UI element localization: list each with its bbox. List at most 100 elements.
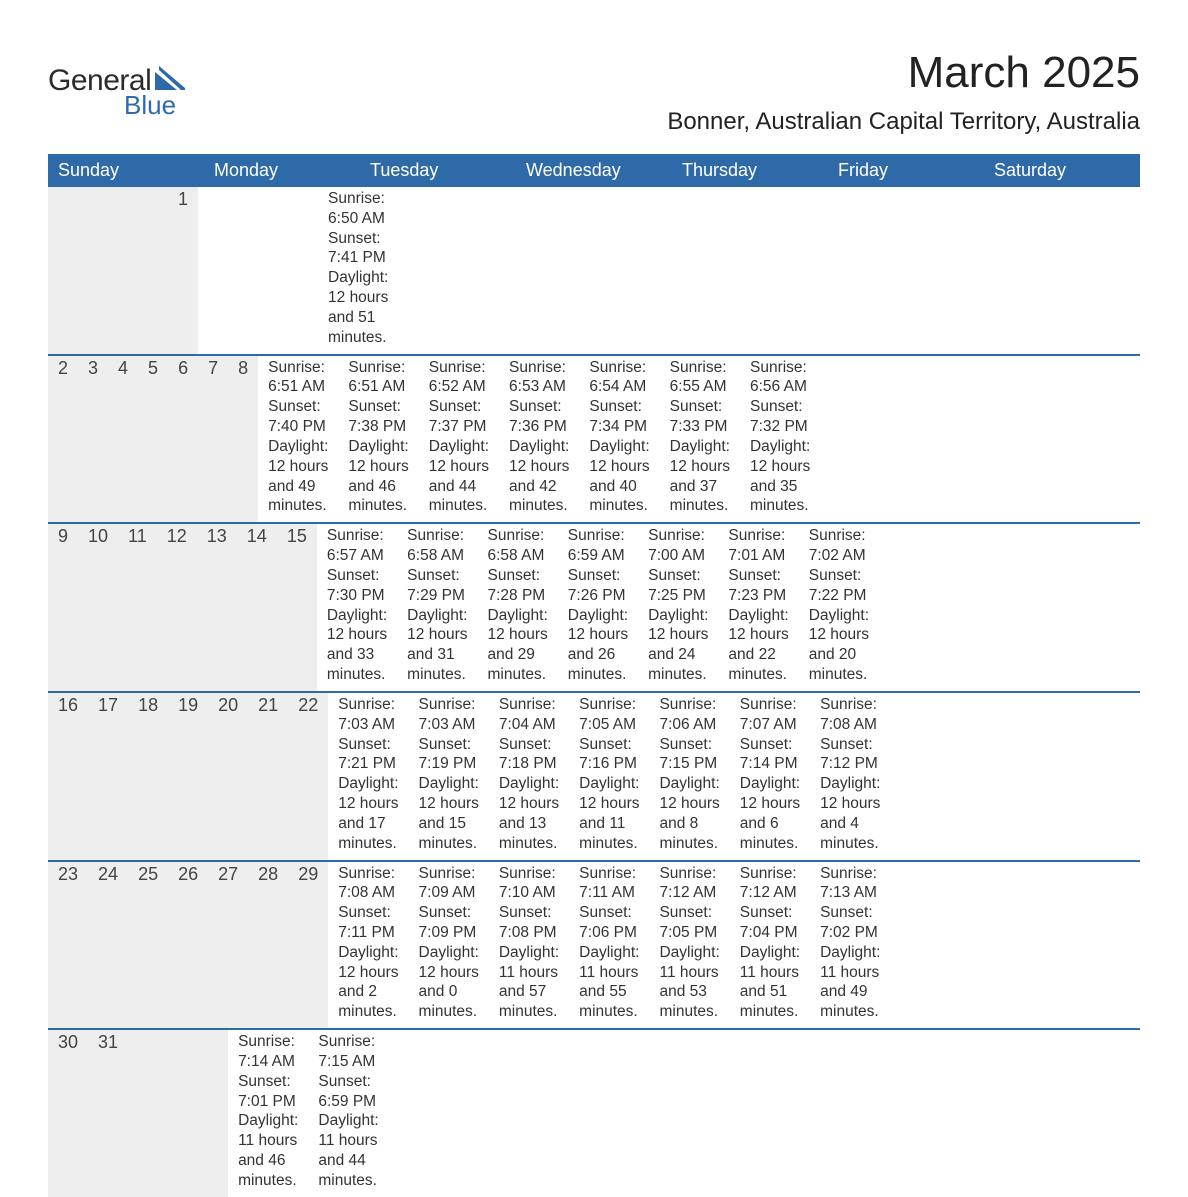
day-number [128, 187, 148, 354]
day-number: 1 [168, 187, 198, 354]
daylight-line: Daylight: 12 hours [338, 774, 398, 814]
daylight-line: and 6 minutes. [740, 814, 800, 854]
sunset-line: Sunset: 7:08 PM [499, 903, 559, 943]
daylight-line: and 42 minutes. [509, 477, 569, 517]
sunrise-line: Sunrise: 6:55 AM [670, 358, 730, 398]
day-number: 20 [208, 693, 248, 860]
day-detail: Sunrise: 6:52 AMSunset: 7:37 PMDaylight:… [419, 356, 499, 523]
day-number: 24 [88, 862, 128, 1029]
day-number: 4 [108, 356, 138, 523]
week-row: 9101112131415Sunrise: 6:57 AMSunset: 7:3… [48, 524, 1140, 693]
sunset-line: Sunset: 7:30 PM [327, 566, 387, 606]
week-row: 16171819202122Sunrise: 7:03 AMSunset: 7:… [48, 693, 1140, 862]
day-number [108, 187, 128, 354]
daylight-line: Daylight: 12 hours [579, 774, 639, 814]
daylight-line: Daylight: 12 hours [327, 606, 387, 646]
day-number: 10 [78, 524, 118, 691]
daylight-line: and 55 minutes. [579, 982, 639, 1022]
sunrise-line: Sunrise: 6:57 AM [327, 526, 387, 566]
logo-sail-icon [155, 66, 189, 90]
sunrise-line: Sunrise: 7:03 AM [338, 695, 398, 735]
daylight-line: Daylight: 12 hours [750, 437, 810, 477]
day-detail: Sunrise: 7:09 AMSunset: 7:09 PMDaylight:… [409, 862, 489, 1029]
sunset-line: Sunset: 7:29 PM [407, 566, 467, 606]
daylight-line: and 37 minutes. [670, 477, 730, 517]
sunset-line: Sunset: 7:15 PM [659, 735, 719, 775]
sunrise-line: Sunrise: 7:02 AM [809, 526, 869, 566]
daylight-line: Daylight: 11 hours [740, 943, 800, 983]
daylight-line: Daylight: 12 hours [268, 437, 328, 477]
daylight-line: Daylight: 12 hours [648, 606, 708, 646]
daylight-line: and 44 minutes. [429, 477, 489, 517]
day-detail: Sunrise: 7:00 AMSunset: 7:25 PMDaylight:… [638, 524, 718, 691]
daylight-line: Daylight: 11 hours [238, 1111, 298, 1151]
day-number [208, 1030, 228, 1197]
weekday-header-row: Sunday Monday Tuesday Wednesday Thursday… [48, 154, 1140, 187]
daylight-line: and 20 minutes. [809, 645, 869, 685]
sunset-line: Sunset: 7:16 PM [579, 735, 639, 775]
daylight-line: Daylight: 12 hours [589, 437, 649, 477]
sunset-line: Sunset: 7:14 PM [740, 735, 800, 775]
sunset-line: Sunset: 7:21 PM [338, 735, 398, 775]
daylight-line: and 17 minutes. [338, 814, 398, 854]
daylight-line: Daylight: 12 hours [740, 774, 800, 814]
day-detail [258, 187, 278, 354]
sunset-line: Sunset: 7:02 PM [820, 903, 880, 943]
weekday-header: Tuesday [360, 154, 516, 187]
day-detail: Sunrise: 6:51 AMSunset: 7:40 PMDaylight:… [258, 356, 338, 523]
sunset-line: Sunset: 7:41 PM [328, 229, 388, 269]
daylight-line: Daylight: 12 hours [568, 606, 628, 646]
sunrise-line: Sunrise: 7:15 AM [318, 1032, 378, 1072]
month-title: March 2025 [667, 48, 1140, 98]
day-detail: Sunrise: 7:01 AMSunset: 7:23 PMDaylight:… [718, 524, 798, 691]
day-number: 12 [157, 524, 197, 691]
weekday-header: Thursday [672, 154, 828, 187]
sunrise-line: Sunrise: 7:07 AM [740, 695, 800, 735]
detail-row: Sunrise: 7:14 AMSunset: 7:01 PMDaylight:… [228, 1030, 489, 1197]
day-number: 15 [277, 524, 317, 691]
day-number: 8 [228, 356, 258, 523]
day-number: 9 [48, 524, 78, 691]
day-detail: Sunrise: 7:12 AMSunset: 7:05 PMDaylight:… [649, 862, 729, 1029]
page-header: General Blue March 2025 Bonner, Australi… [48, 48, 1140, 136]
daylight-line: Daylight: 12 hours [419, 943, 479, 983]
sunset-line: Sunset: 7:06 PM [579, 903, 639, 943]
day-detail: Sunrise: 7:07 AMSunset: 7:14 PMDaylight:… [730, 693, 810, 860]
sunrise-line: Sunrise: 7:05 AM [579, 695, 639, 735]
sunrise-line: Sunrise: 6:58 AM [487, 526, 547, 566]
daylight-line: and 22 minutes. [728, 645, 788, 685]
day-detail: Sunrise: 7:02 AMSunset: 7:22 PMDaylight:… [799, 524, 879, 691]
sunrise-line: Sunrise: 7:08 AM [338, 864, 398, 904]
sunrise-line: Sunrise: 6:52 AM [429, 358, 489, 398]
day-number [168, 1030, 188, 1197]
detail-row: Sunrise: 7:03 AMSunset: 7:21 PMDaylight:… [328, 693, 890, 860]
sunset-line: Sunset: 7:34 PM [589, 397, 649, 437]
sunset-line: Sunset: 7:25 PM [648, 566, 708, 606]
daylight-line: and 46 minutes. [348, 477, 408, 517]
sunset-line: Sunset: 7:18 PM [499, 735, 559, 775]
day-detail: Sunrise: 7:14 AMSunset: 7:01 PMDaylight:… [228, 1030, 308, 1197]
sunrise-line: Sunrise: 7:13 AM [820, 864, 880, 904]
location-subtitle: Bonner, Australian Capital Territory, Au… [667, 108, 1140, 136]
sunset-line: Sunset: 7:32 PM [750, 397, 810, 437]
day-number [188, 1030, 208, 1197]
sunrise-line: Sunrise: 7:14 AM [238, 1032, 298, 1072]
day-detail: Sunrise: 6:56 AMSunset: 7:32 PMDaylight:… [740, 356, 820, 523]
daylight-line: and 51 minutes. [740, 982, 800, 1022]
sunrise-line: Sunrise: 6:54 AM [589, 358, 649, 398]
daylight-line: Daylight: 11 hours [659, 943, 719, 983]
detail-row: Sunrise: 6:51 AMSunset: 7:40 PMDaylight:… [258, 356, 820, 523]
daylight-line: and 24 minutes. [648, 645, 708, 685]
sunrise-line: Sunrise: 7:09 AM [419, 864, 479, 904]
daylight-line: and 8 minutes. [659, 814, 719, 854]
day-detail: Sunrise: 7:08 AMSunset: 7:11 PMDaylight:… [328, 862, 408, 1029]
daylight-line: Daylight: 12 hours [338, 943, 398, 983]
day-detail: Sunrise: 7:11 AMSunset: 7:06 PMDaylight:… [569, 862, 649, 1029]
sunset-line: Sunset: 7:23 PM [728, 566, 788, 606]
daynum-row: 1 [48, 187, 198, 354]
week-row: 3031Sunrise: 7:14 AMSunset: 7:01 PMDayli… [48, 1030, 1140, 1197]
weekday-header: Sunday [48, 154, 204, 187]
day-number: 23 [48, 862, 88, 1029]
detail-row: Sunrise: 7:08 AMSunset: 7:11 PMDaylight:… [328, 862, 890, 1029]
day-number: 22 [288, 693, 328, 860]
